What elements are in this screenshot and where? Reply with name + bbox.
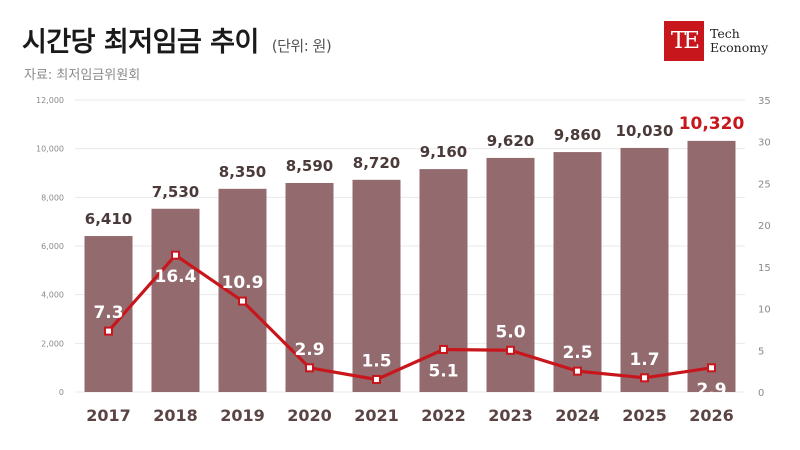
x-axis-year-label: 2021 bbox=[354, 406, 399, 425]
right-axis-tick: 5 bbox=[758, 346, 764, 357]
right-axis-tick: 10 bbox=[758, 305, 771, 316]
bar-value-label: 6,410 bbox=[85, 210, 132, 228]
bar-value-label: 10,030 bbox=[616, 122, 674, 140]
x-axis-year-label: 2020 bbox=[287, 406, 332, 425]
x-axis-year-label: 2022 bbox=[421, 406, 466, 425]
x-axis-year-label: 2023 bbox=[488, 406, 533, 425]
line-point bbox=[640, 373, 649, 383]
line-point bbox=[171, 250, 180, 260]
right-axis-tick: 15 bbox=[758, 263, 771, 274]
growth-rate-line bbox=[107, 253, 712, 382]
growth-rate-label: 2.9 bbox=[294, 340, 324, 360]
line-point bbox=[104, 326, 113, 336]
x-axis-year-label: 2019 bbox=[220, 406, 265, 425]
growth-rate-label: 2.5 bbox=[562, 343, 592, 363]
bar-value-label: 10,320 bbox=[679, 114, 745, 134]
bar-value-label: 8,720 bbox=[353, 154, 400, 172]
bar bbox=[419, 169, 468, 392]
left-axis-tick: 4,000 bbox=[41, 291, 64, 300]
line-point bbox=[372, 374, 381, 384]
brand-logo: TE Tech Economy bbox=[664, 21, 768, 61]
source-note: 자료: 최저임금위원회 bbox=[24, 68, 141, 83]
bar bbox=[687, 140, 736, 392]
right-axis-tick: 35 bbox=[758, 96, 771, 107]
bar bbox=[352, 179, 401, 392]
unit-label: (단위: 원) bbox=[271, 37, 332, 55]
line-point bbox=[305, 363, 314, 373]
growth-rate-label: 5.0 bbox=[495, 322, 525, 342]
x-axis-year-label: 2026 bbox=[689, 406, 734, 425]
title-text: 시간당 최저임금 추이 bbox=[22, 27, 259, 58]
growth-rate-label: 1.7 bbox=[629, 350, 659, 370]
bar bbox=[285, 182, 334, 392]
line-point bbox=[506, 345, 515, 355]
line-point bbox=[238, 296, 247, 306]
line-point bbox=[707, 363, 716, 373]
growth-rate-label: 10.9 bbox=[222, 273, 264, 293]
left-axis-tick: 12,000 bbox=[36, 96, 64, 105]
growth-rate-label: 16.4 bbox=[155, 267, 197, 287]
bar bbox=[620, 147, 669, 392]
bar-value-label: 9,620 bbox=[487, 132, 534, 150]
x-axis-year-label: 2018 bbox=[153, 406, 198, 425]
left-axis-tick: 6,000 bbox=[41, 242, 64, 251]
left-axis-tick: 8,000 bbox=[41, 193, 64, 202]
right-axis-tick: 30 bbox=[758, 138, 771, 149]
logo-line-2: Economy bbox=[710, 40, 769, 55]
logo-mark: TE bbox=[664, 21, 704, 61]
x-axis-year-label: 2025 bbox=[622, 406, 667, 425]
growth-rate-label: 5.1 bbox=[428, 361, 458, 381]
chart-title: 시간당 최저임금 추이 (단위: 원) bbox=[22, 20, 332, 59]
x-axis-year-label: 2024 bbox=[555, 406, 600, 425]
right-axis-tick: 25 bbox=[758, 179, 771, 190]
line-point bbox=[573, 366, 582, 376]
left-axis-tick: 2,000 bbox=[41, 339, 64, 348]
bar-value-label: 9,160 bbox=[420, 143, 467, 161]
bar-value-label: 8,350 bbox=[219, 163, 266, 181]
bar-value-label: 8,590 bbox=[286, 157, 333, 175]
left-axis-tick: 0 bbox=[59, 388, 64, 397]
growth-rate-label: 7.3 bbox=[93, 303, 123, 323]
logo-wordmark: Tech Economy bbox=[710, 27, 768, 55]
bar-value-label: 9,860 bbox=[554, 126, 601, 144]
bar bbox=[151, 208, 200, 392]
left-axis-tick: 10,000 bbox=[36, 145, 64, 154]
bar bbox=[553, 152, 602, 392]
growth-rate-label: 2.9 bbox=[696, 380, 726, 400]
x-axis-year-label: 2017 bbox=[86, 406, 131, 425]
line-point bbox=[439, 344, 448, 354]
right-axis-tick: 0 bbox=[758, 388, 764, 399]
growth-rate-label: 1.5 bbox=[361, 351, 391, 371]
bar-value-label: 7,530 bbox=[152, 183, 199, 201]
logo-line-1: Tech bbox=[710, 26, 740, 41]
right-axis-tick: 20 bbox=[758, 221, 771, 232]
